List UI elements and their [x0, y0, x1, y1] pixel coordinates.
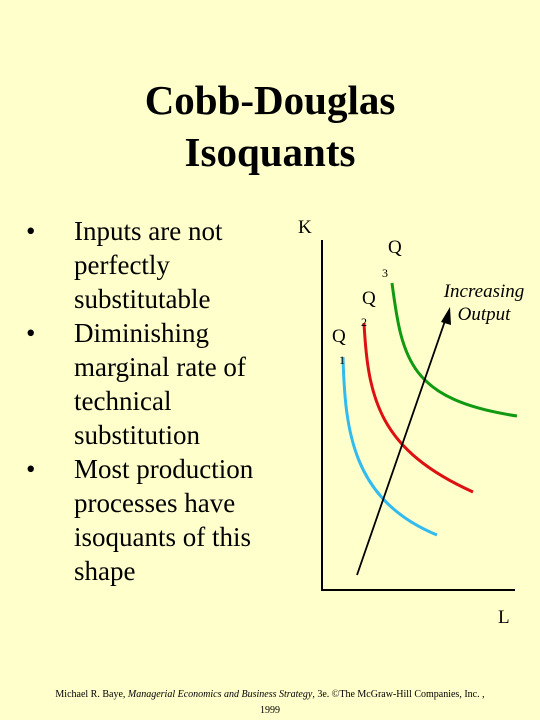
isoquant-label-q3: Q — [388, 237, 402, 258]
isoquant-curve-q1 — [341, 356, 438, 537]
title-line-2: Isoquants — [184, 129, 356, 175]
isoquant-subscript-q1: 1 — [339, 353, 345, 367]
isoquant-subscript-q2: 2 — [361, 315, 367, 329]
bullet-line: substitutable — [74, 284, 211, 314]
bullet-line: substitution — [74, 420, 201, 450]
k-axis-label: K — [298, 217, 312, 238]
bullet-line: perfectly — [74, 250, 170, 280]
isoquant-label-q1: Q — [332, 326, 346, 347]
title-line-1: Cobb-Douglas — [144, 77, 396, 123]
isoquant-subscript-q3: 3 — [382, 266, 388, 280]
bullet-line: Inputs are not — [74, 216, 223, 246]
bullet-line: Diminishing — [74, 318, 210, 348]
bullet-line: processes have — [74, 488, 236, 518]
isoquant-label-q2: Q — [362, 288, 376, 309]
annotation-output: Output — [458, 304, 512, 325]
bullet-item: • Most production processes have isoquan… — [26, 452, 286, 588]
footer-citation: Michael R. Baye, Managerial Economics an… — [0, 687, 540, 719]
footer-book-title: Managerial Economics and Business Strate… — [127, 689, 313, 700]
bullet-item: • Diminishing marginal rate of technical… — [26, 316, 286, 452]
isoquant-curve-q2 — [362, 322, 474, 494]
l-axis-label: L — [498, 607, 510, 628]
increasing-output-arrow-icon — [356, 317, 447, 576]
bullet-dot-icon: • — [26, 318, 36, 348]
isoquant-curve-q3 — [390, 282, 518, 418]
annotation-increasing: Increasing — [443, 281, 525, 302]
bullet-line: technical — [74, 386, 172, 416]
arrow-head-icon — [441, 307, 451, 325]
bullet-dot-icon: • — [26, 454, 36, 484]
bullet-dot-icon: • — [26, 216, 36, 246]
footer-year: 1999 — [260, 705, 280, 716]
slide-title: Cobb-Douglas Isoquants — [0, 74, 540, 178]
bullet-item: • Inputs are not perfectly substitutable — [26, 214, 286, 316]
bullet-line: Most production — [74, 454, 254, 484]
footer-edition: , 3e. ©The McGraw-Hill Companies, Inc. , — [312, 689, 485, 700]
bullet-list: • Inputs are not perfectly substitutable… — [26, 214, 286, 588]
bullet-line: shape — [74, 556, 136, 586]
bullet-line: isoquants of this — [74, 522, 252, 552]
footer-author: Michael R. Baye, — [55, 689, 126, 700]
bullet-line: marginal rate of — [74, 352, 246, 382]
